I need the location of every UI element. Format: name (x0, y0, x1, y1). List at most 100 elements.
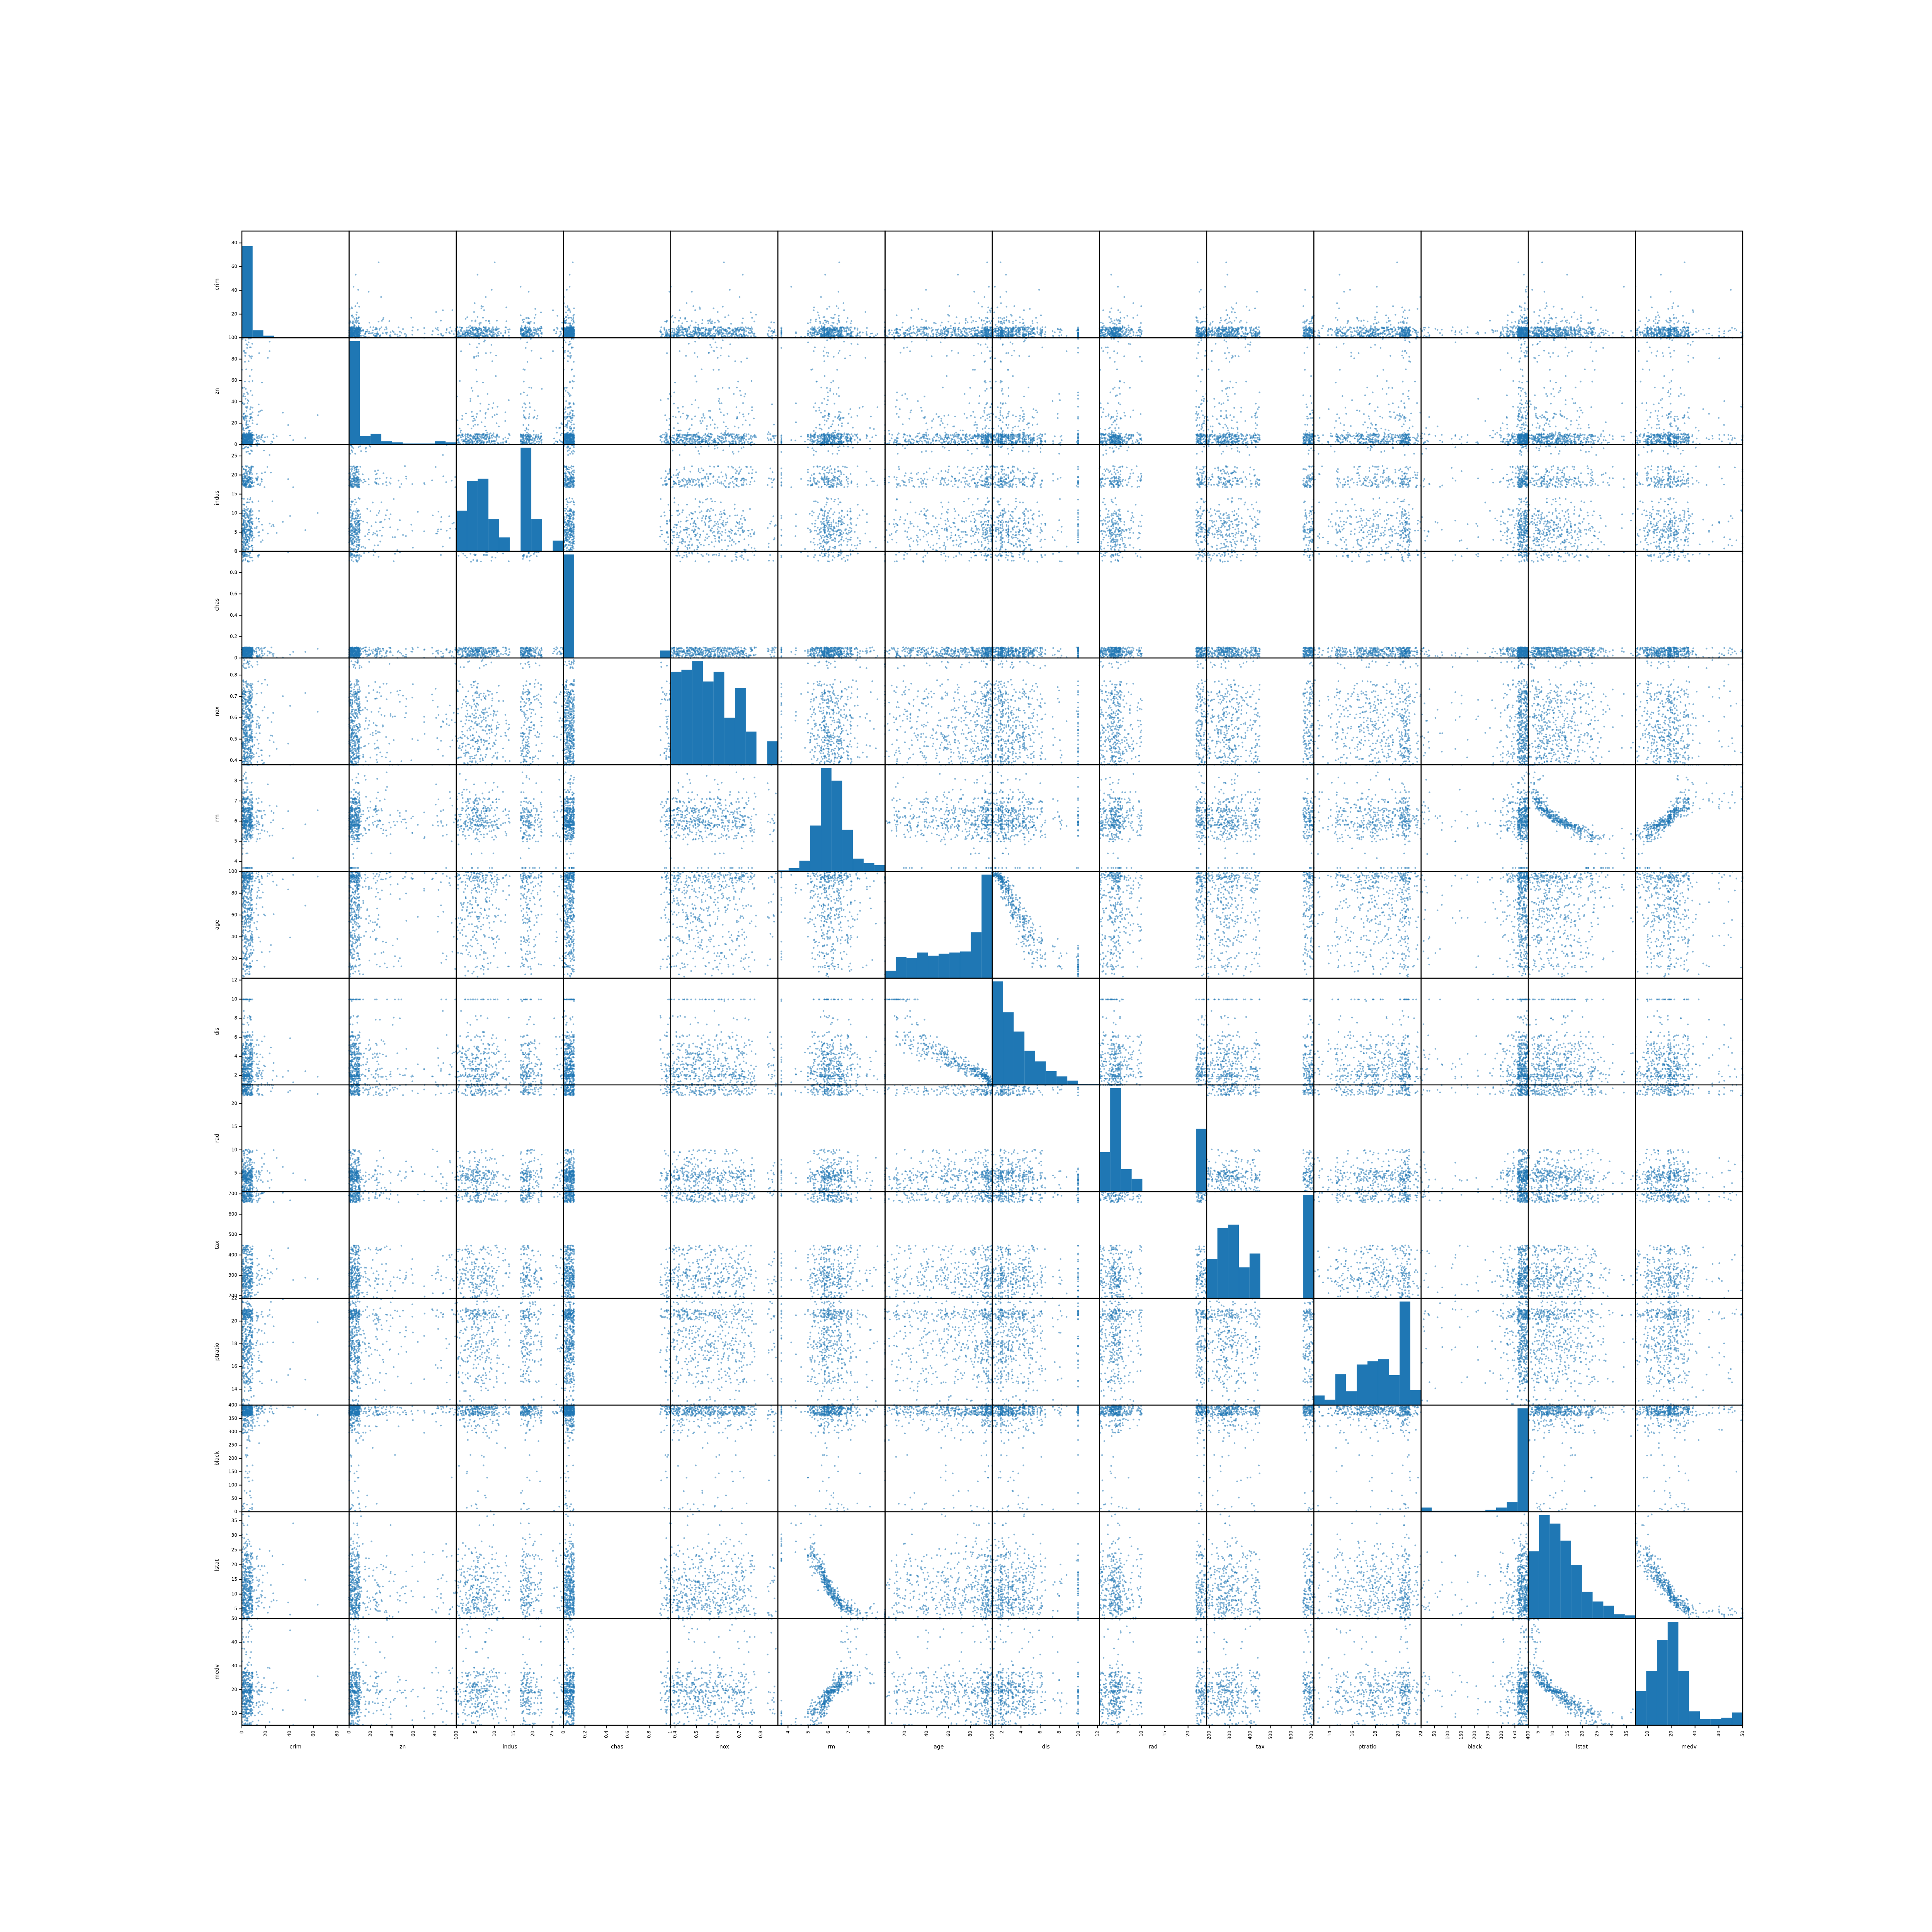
scatter-point (437, 334, 439, 335)
scatter-point (540, 311, 542, 313)
cell-crim-indus (456, 231, 564, 338)
scatter-point (528, 291, 529, 293)
scatter-point (665, 332, 666, 333)
scatter-point (486, 332, 488, 333)
hist-bar (253, 330, 264, 338)
scatter-point (508, 335, 510, 337)
scatter-point (533, 322, 535, 324)
scatter-point (553, 329, 555, 330)
scatter-point (351, 327, 352, 329)
scatter-point (466, 329, 467, 331)
scatter-point (535, 314, 536, 315)
scatter-point (377, 333, 379, 335)
scatter-point (473, 311, 475, 313)
scatter-point (537, 328, 538, 329)
scatter-point (525, 327, 526, 328)
scatter-point (540, 326, 542, 327)
scatter-point (446, 329, 447, 331)
scatter-point (505, 327, 507, 328)
scatter-point (532, 335, 534, 337)
scatter-point (480, 322, 481, 324)
scatter-point (477, 334, 479, 335)
scatter-point (368, 331, 370, 333)
scatter-point (417, 329, 418, 330)
scatter-point (534, 332, 536, 333)
scatter-point (479, 333, 481, 334)
scatter-point (463, 333, 464, 335)
scatter-point (352, 334, 353, 335)
scatter-point (524, 335, 526, 337)
scatter-point (522, 319, 523, 321)
scatter-point (460, 329, 462, 330)
scatter-point (527, 321, 528, 323)
scatter-point (477, 316, 478, 318)
scatter-point (435, 311, 437, 313)
scatter-point (375, 328, 376, 330)
scatter-point (520, 286, 521, 287)
scatter-point (351, 330, 353, 332)
scatter-point (483, 327, 485, 328)
scatter-point (357, 289, 359, 291)
scatter-point (533, 327, 534, 328)
scatter-point (372, 327, 374, 328)
scatter-point (357, 317, 359, 319)
scatter-point (437, 327, 439, 328)
scatter-point (457, 330, 459, 332)
scatter-point (412, 330, 413, 331)
scatter-point (534, 329, 536, 331)
scatter-point (571, 320, 572, 321)
scatter-point (529, 333, 530, 334)
scatter-point (463, 330, 465, 332)
scatter-point (354, 325, 355, 326)
scatter-point (496, 327, 497, 328)
scatter-point (369, 322, 370, 323)
scatter-point (472, 335, 474, 337)
scatter-point (560, 331, 561, 332)
scatter-point (477, 274, 478, 276)
scatter-point (573, 308, 575, 309)
scatter-point (483, 332, 485, 334)
scatter-point (392, 330, 393, 332)
scatter-point (358, 306, 360, 307)
scatter-point (372, 330, 374, 331)
scatter-point (493, 328, 494, 330)
scatter-point (477, 330, 478, 332)
scatter-point (496, 335, 498, 336)
scatter-point (461, 327, 463, 328)
scatter-point (356, 311, 357, 313)
scatter-point (482, 317, 484, 318)
scatter-point (366, 329, 368, 331)
scatter-point (475, 327, 476, 328)
scatter-point (401, 332, 402, 333)
scatter-point (508, 331, 510, 333)
scatter-point (378, 321, 379, 322)
scatter-point (479, 328, 481, 329)
scatter-point (436, 329, 438, 330)
cell-frame (242, 231, 349, 338)
scatter-point (481, 332, 482, 334)
scatter-point (470, 332, 472, 333)
scatter-point (457, 327, 458, 328)
scatter-point (378, 262, 379, 263)
scatter-point (465, 318, 466, 320)
scatter-point (458, 336, 460, 337)
scatter-point (491, 329, 492, 330)
scatter-point (505, 330, 506, 332)
scatter-point (399, 331, 401, 332)
scatter-point (389, 334, 391, 336)
scatter-point (502, 335, 504, 337)
scatter-point (527, 334, 528, 335)
scatter-point (431, 334, 433, 335)
scatter-point (351, 315, 353, 316)
scatter-point (353, 286, 354, 287)
scatter-point (504, 332, 506, 333)
scatter-point (432, 330, 434, 332)
scatter-point (358, 336, 359, 337)
scatter-point (462, 332, 463, 333)
hist-bar (242, 246, 253, 338)
scatter-point (354, 330, 355, 332)
scatter-point (354, 335, 355, 337)
scatter-point (500, 332, 502, 334)
scatter-point (483, 329, 485, 331)
